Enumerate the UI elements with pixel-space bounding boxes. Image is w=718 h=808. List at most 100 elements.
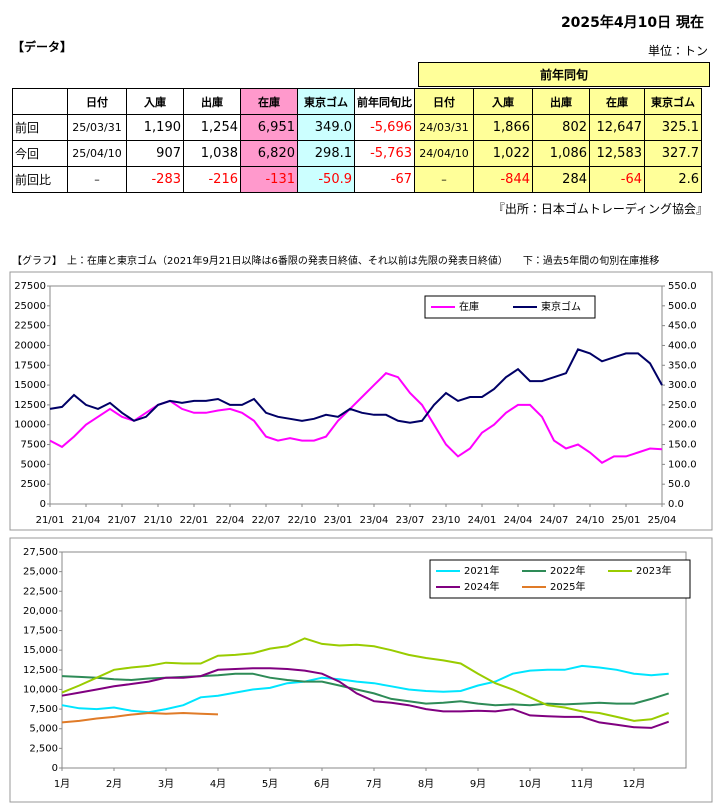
y2-tick-label: 250.0 (668, 400, 697, 411)
cell: 1,038 (183, 140, 241, 167)
cell: 6,951 (240, 114, 298, 141)
header-cell: 入庫 (126, 88, 184, 115)
header-cell: 出庫 (532, 88, 590, 115)
y-tick-label: 22,500 (23, 586, 58, 597)
cell: – (414, 166, 474, 193)
y2-tick-label: 500.0 (668, 301, 697, 312)
y2-tick-label: 350.0 (668, 360, 697, 371)
x-tick-label: 23/04 (360, 515, 389, 526)
graph-caption: 【グラフ】 上：在庫と東京ゴム（2021年9月21日以降は6番限の発表日終値、そ… (12, 256, 660, 267)
series-line (61, 667, 670, 729)
legend-label: 2023年 (636, 564, 671, 577)
data-row: 今回 25/04/10 907 1,038 6,820 298.1 -5,763 24/04/… (12, 140, 702, 167)
row-label: 前回 (12, 114, 68, 141)
legend-label: 2021年 (464, 564, 499, 577)
cell: 12,583 (589, 140, 645, 167)
x-tick-label: 5月 (262, 778, 278, 790)
y-tick-label: 27,500 (23, 547, 58, 558)
x-tick-label: 22/04 (216, 515, 245, 526)
x-tick-label: 22/01 (180, 515, 209, 526)
header-cell: 日付 (67, 88, 127, 115)
legend-label: 在庫 (459, 300, 479, 313)
series-line (61, 711, 219, 724)
x-tick-label: 25/04 (648, 515, 677, 526)
header-cell: 前年同旬比 (354, 88, 415, 115)
cell: 907 (126, 140, 184, 167)
y2-tick-label: 0.0 (668, 499, 684, 510)
y2-tick-label: 100.0 (668, 459, 697, 470)
data-row: 前回比 – -283 -216 -131 -50.9 -67– -844 284 -64 2.6 (12, 166, 702, 193)
cell: 349.0 (297, 114, 355, 141)
cell: 1,022 (473, 140, 533, 167)
row-label: 今回 (12, 140, 68, 167)
header-row: 日付 入庫 出庫 在庫 東京ゴム 前年同旬比 日付 入庫 出庫 在庫 東京ゴム (12, 88, 702, 115)
y-tick-label: 12,500 (23, 665, 58, 676)
x-tick-label: 22/07 (252, 515, 281, 526)
header-cell: 在庫 (240, 88, 298, 115)
chart-top: 0 2500 5000 7500 10000 12500 15000 17500 20000 22… (9, 271, 713, 531)
y-tick-label: 25000 (14, 301, 46, 312)
legend-label: 東京ゴム (541, 300, 581, 313)
x-tick-label: 6月 (314, 778, 330, 790)
y-tick-label: 25,000 (23, 567, 58, 578)
y-tick-label: 7,500 (29, 704, 58, 715)
x-tick-label: 3月 (158, 778, 174, 790)
y2-tick-label: 200.0 (668, 420, 697, 431)
cell: -5,763 (354, 140, 415, 167)
cell: 327.7 (644, 140, 702, 167)
cell: 284 (532, 166, 590, 193)
x-tick-label: 4月 (210, 778, 226, 790)
header-cell: 入庫 (473, 88, 533, 115)
x-tick-label: 23/10 (432, 515, 461, 526)
y2-tick-label: 550.0 (668, 281, 697, 292)
y-tick-label: 5,000 (29, 724, 58, 735)
cell: 1,086 (532, 140, 590, 167)
x-tick-label: 1月 (54, 778, 70, 790)
x-tick-label: 10月 (519, 778, 542, 790)
cell: 802 (532, 114, 590, 141)
plot-area (49, 285, 663, 505)
y-tick-label: 2,500 (29, 743, 58, 754)
y-tick-label: 20,000 (23, 606, 58, 617)
y-tick-label: 20000 (14, 340, 46, 351)
y2-tick-label: 50.0 (668, 479, 690, 490)
y2-tick-label: 450.0 (668, 321, 697, 332)
cell: 12,647 (589, 114, 645, 141)
x-tick-label: 23/01 (324, 515, 353, 526)
cell: -283 (126, 166, 184, 193)
cell: 24/04/10 (414, 140, 474, 167)
cell: 325.1 (644, 114, 702, 141)
legend-label: 2024年 (464, 580, 499, 593)
y-tick-label: 2500 (21, 479, 46, 490)
series-line (61, 637, 670, 722)
data-row: 前回 25/03/31 1,190 1,254 6,951 349.0 -5,696 24/0… (12, 114, 702, 141)
y-tick-label: 22500 (14, 321, 46, 332)
series-line (49, 348, 663, 424)
x-tick-label: 21/07 (108, 515, 137, 526)
header-cell: 在庫 (589, 88, 645, 115)
x-tick-label: 12月 (623, 778, 646, 790)
cell: 2.6 (644, 166, 702, 193)
x-tick-label: 25/01 (612, 515, 641, 526)
row-label: 前回比 (12, 166, 68, 193)
cell: 24/03/31 (414, 114, 474, 141)
x-tick-label: 7月 (366, 778, 382, 790)
date: 2025年4月10日 現在 (560, 15, 704, 31)
unit: 単位：トン (647, 44, 708, 58)
y-tick-label: 17,500 (23, 626, 58, 637)
y2-tick-label: 400.0 (668, 340, 697, 351)
source: 『出所：日本ゴムトレーディング協会』 (492, 202, 708, 216)
y-tick-label: 12500 (14, 400, 46, 411)
x-tick-label: 9月 (470, 778, 486, 790)
header-cell: 日付 (414, 88, 474, 115)
y2-tick-label: 150.0 (668, 440, 697, 451)
x-tick-label: 22/10 (288, 515, 317, 526)
x-tick-label: 21/04 (72, 515, 101, 526)
data-table: 日付 入庫 出庫 在庫 東京ゴム 前年同旬比 日付 入庫 出庫 在庫 東京ゴム 前回 25/03/31 1… (12, 88, 702, 193)
y-tick-label: 0 (40, 499, 46, 510)
cell: -50.9 (297, 166, 355, 193)
y-tick-label: 10000 (14, 420, 46, 431)
cell: 1,254 (183, 114, 241, 141)
x-tick-label: 11月 (571, 778, 594, 790)
y-tick-label: 7500 (21, 440, 46, 451)
